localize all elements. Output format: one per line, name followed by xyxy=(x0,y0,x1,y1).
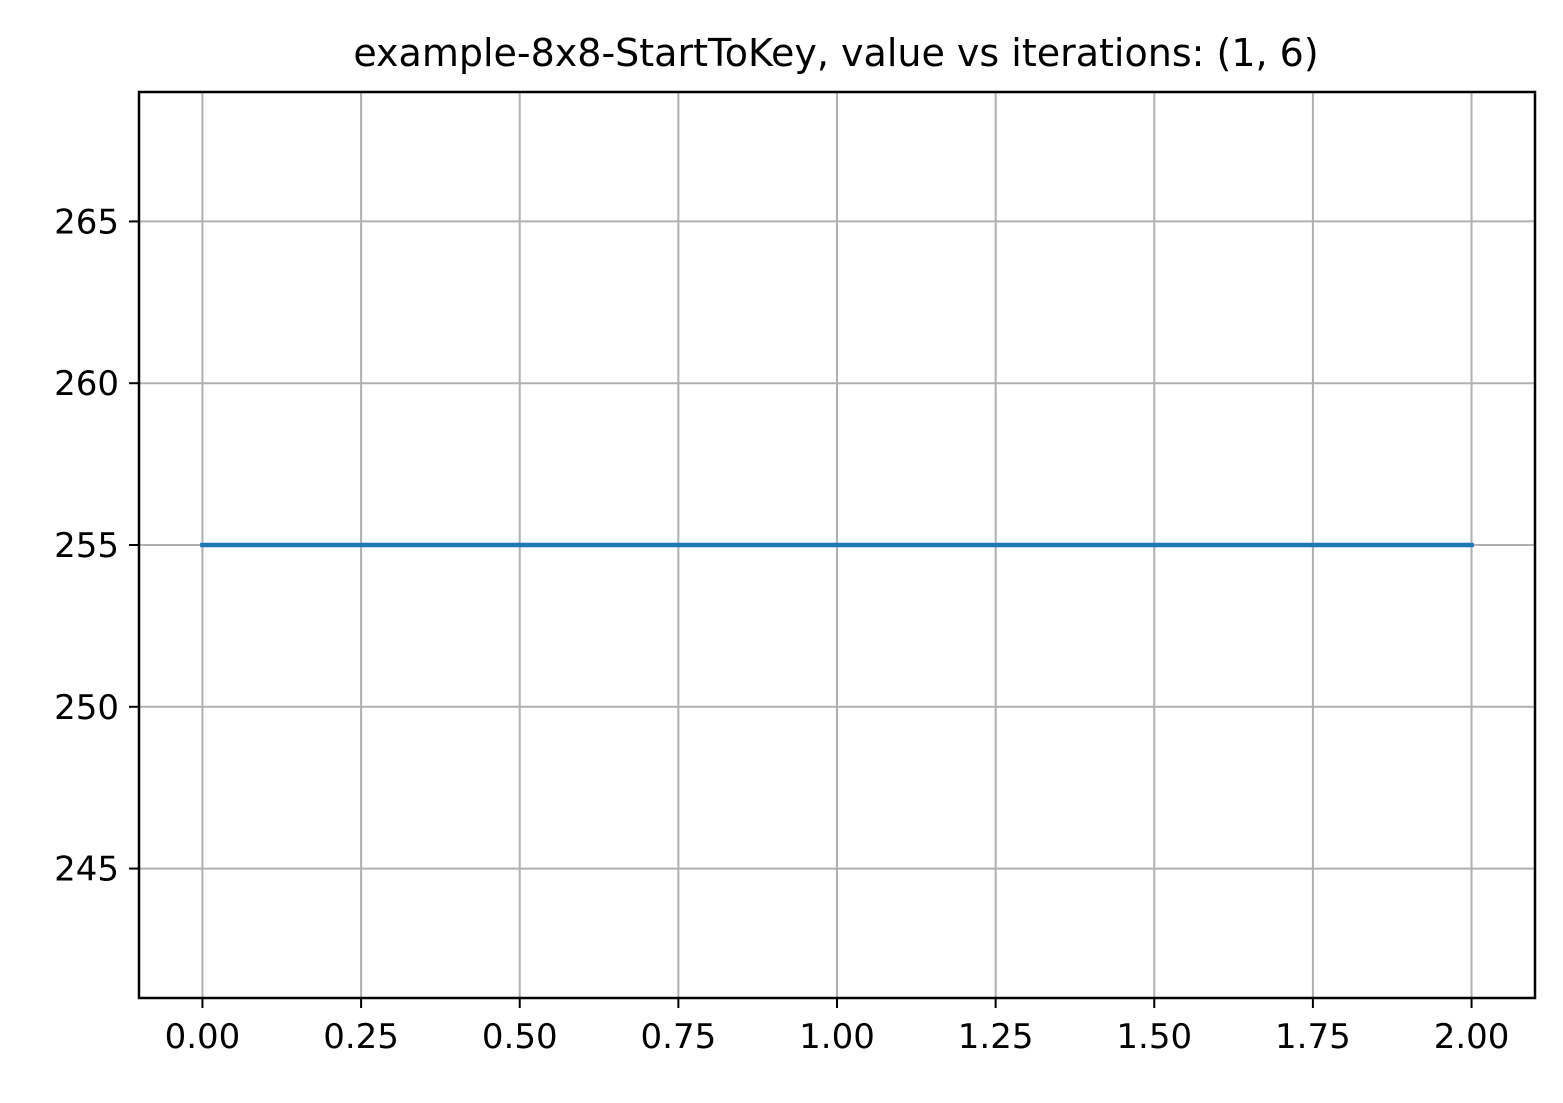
y-tick-label: 260 xyxy=(54,364,119,404)
x-tick-label: 1.50 xyxy=(1116,1017,1192,1057)
x-tick-label: 0.75 xyxy=(641,1017,717,1057)
x-tick-label: 1.75 xyxy=(1275,1017,1351,1057)
y-axis-ticks: 245 250 255 260 265 xyxy=(54,202,139,890)
x-axis-ticks: 0.00 0.25 0.50 0.75 1.00 1.25 1.50 1.75 2.00 xyxy=(165,998,1510,1057)
y-tick-label: 245 xyxy=(54,850,119,890)
x-tick-label: 0.25 xyxy=(323,1017,399,1057)
y-tick-label: 255 xyxy=(54,526,119,566)
chart-title: example-8x8-StartToKey, value vs iterati… xyxy=(353,31,1318,75)
x-tick-label: 1.25 xyxy=(958,1017,1034,1057)
y-tick-label: 250 xyxy=(54,688,119,728)
x-tick-label: 2.00 xyxy=(1434,1017,1510,1057)
x-tick-label: 0.00 xyxy=(165,1017,241,1057)
x-tick-label: 0.50 xyxy=(482,1017,558,1057)
x-tick-label: 1.00 xyxy=(799,1017,875,1057)
y-tick-label: 265 xyxy=(54,202,119,242)
